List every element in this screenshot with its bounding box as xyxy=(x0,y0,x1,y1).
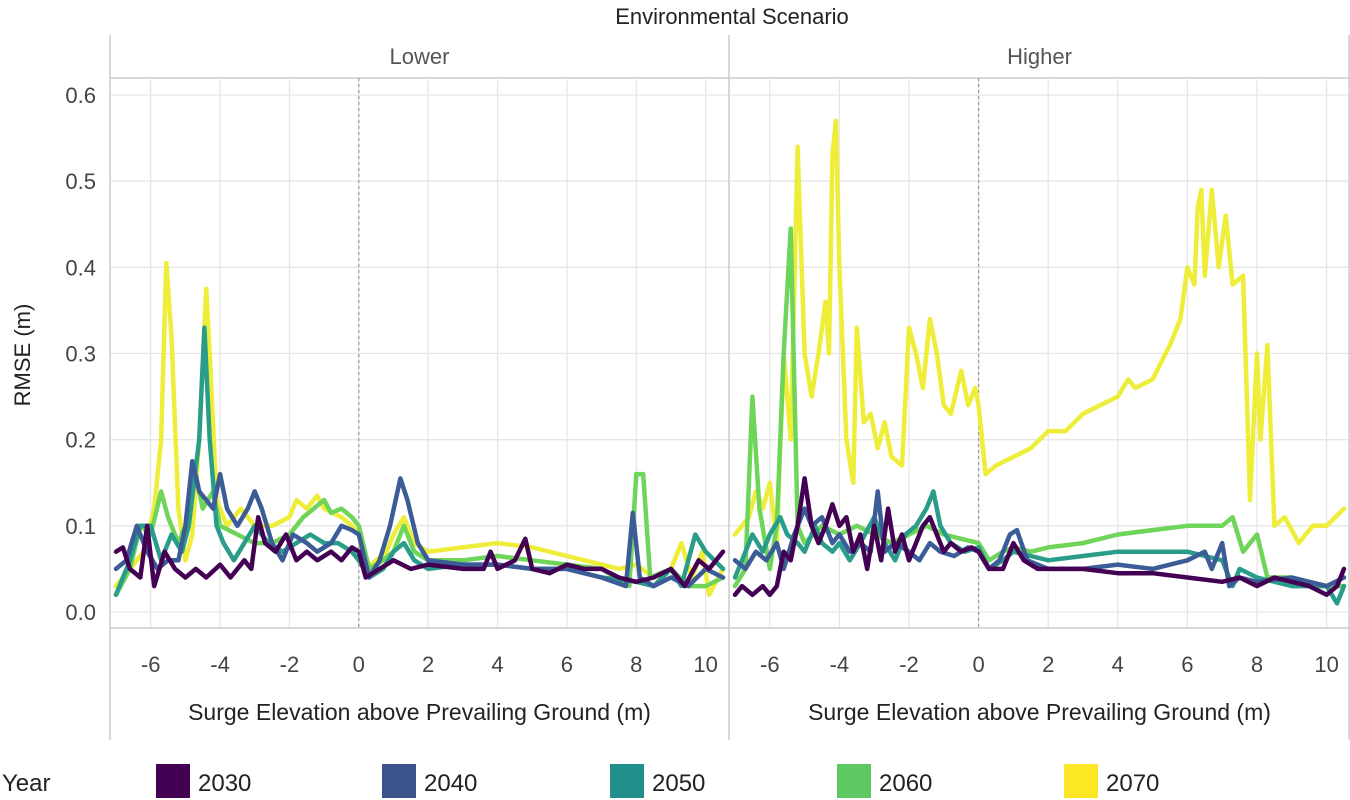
facet-label: Lower xyxy=(390,44,450,69)
legend-item-2050: 2050 xyxy=(610,764,705,798)
x-tick-label: 6 xyxy=(561,652,573,677)
series-group xyxy=(732,118,1347,606)
series-line-2070 xyxy=(732,118,1347,546)
x-tick-label: 2 xyxy=(1042,652,1054,677)
x-tick-label: 10 xyxy=(1314,652,1338,677)
x-tick-label: 2 xyxy=(422,652,434,677)
x-tick-label: -4 xyxy=(830,652,850,677)
legend-label: 2050 xyxy=(652,770,705,797)
x-tick-label: 10 xyxy=(693,652,717,677)
legend-label: 2070 xyxy=(1106,770,1159,797)
y-tick-label: 0.4 xyxy=(65,255,96,280)
y-tick-label: 0.2 xyxy=(65,428,96,453)
legend-label: 2030 xyxy=(198,770,251,797)
x-tick-label: 4 xyxy=(1112,652,1124,677)
facet-label: Higher xyxy=(1007,44,1072,69)
x-axis-ticks: -6 -4 -2 0 2 4 6 8 10 xyxy=(760,652,1339,677)
series-line-2040 xyxy=(732,489,1347,589)
x-tick-label: 6 xyxy=(1181,652,1193,677)
y-tick-label: 0.5 xyxy=(65,169,96,194)
series-line-2030 xyxy=(113,514,726,589)
legend-item-2070: 2070 xyxy=(1064,764,1159,798)
series-line-2060 xyxy=(732,226,1347,589)
x-tick-label: 8 xyxy=(630,652,642,677)
series-group xyxy=(113,260,726,598)
panels-layer: Lower -6 -4 -2 0 2 4 6 8 10 Surge Elevation above … xyxy=(109,35,1350,740)
x-tick-label: 0 xyxy=(972,652,984,677)
series-line-2040 xyxy=(113,458,726,589)
x-tick-label: 4 xyxy=(491,652,503,677)
series-line-2030 xyxy=(732,476,1347,598)
panel-higher: Higher -6 -4 -2 0 2 4 6 8 10 Surge Elevation above… xyxy=(729,35,1350,725)
y-tick-label: 0.3 xyxy=(65,342,96,367)
facet-strip xyxy=(729,35,1350,78)
series-line-2050 xyxy=(732,489,1347,606)
y-tick-label: 0.1 xyxy=(65,514,96,539)
x-tick-label: -4 xyxy=(210,652,230,677)
y-tick-label: 0.0 xyxy=(65,600,96,625)
legend-swatch xyxy=(837,764,871,798)
legend: Year 2030 2040 2050 2060 2070 xyxy=(2,764,1159,798)
legend-swatch xyxy=(610,764,644,798)
y-axis-label: RMSE (m) xyxy=(10,304,35,407)
chart-title: Environmental Scenario xyxy=(615,4,849,29)
legend-item-2060: 2060 xyxy=(837,764,932,798)
legend-title: Year xyxy=(2,770,51,797)
x-tick-label: 8 xyxy=(1251,652,1263,677)
x-tick-label: -2 xyxy=(280,652,300,677)
x-tick-label: 0 xyxy=(353,652,365,677)
legend-item-2030: 2030 xyxy=(156,764,251,798)
x-axis-label: Surge Elevation above Prevailing Ground … xyxy=(188,699,651,725)
y-tick-label: 0.6 xyxy=(65,83,96,108)
legend-swatch xyxy=(156,764,190,798)
x-axis-label: Surge Elevation above Prevailing Ground … xyxy=(808,699,1271,725)
legend-swatch xyxy=(1064,764,1098,798)
legend-swatch xyxy=(382,764,416,798)
facet-strip xyxy=(110,35,729,78)
x-tick-label: -6 xyxy=(760,652,780,677)
legend-label: 2040 xyxy=(424,770,477,797)
panel-lower: Lower -6 -4 -2 0 2 4 6 8 10 Surge Elevation above … xyxy=(110,35,729,725)
legend-item-2040: 2040 xyxy=(382,764,477,798)
x-tick-label: -6 xyxy=(141,652,161,677)
legend-label: 2060 xyxy=(879,770,932,797)
x-tick-label: -2 xyxy=(899,652,919,677)
x-axis-ticks: -6 -4 -2 0 2 4 6 8 10 xyxy=(141,652,718,677)
y-axis-ticks: 0.0 0.1 0.2 0.3 0.4 0.5 0.6 xyxy=(65,83,96,625)
